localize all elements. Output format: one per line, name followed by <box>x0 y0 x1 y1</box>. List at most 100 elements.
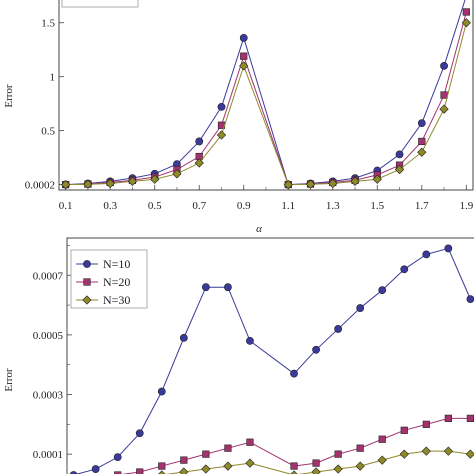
legend-marker <box>83 278 91 286</box>
top-data-point <box>372 174 382 184</box>
bottom-data-point <box>356 304 365 312</box>
top-series-line <box>65 0 466 186</box>
bottom-data-point <box>223 461 233 471</box>
top-x-tick-label: 0.3 <box>103 200 117 212</box>
top-series-2 <box>62 8 470 189</box>
top-data-point <box>350 176 360 186</box>
bottom-data-point <box>224 283 232 292</box>
bottom-data-point <box>444 414 452 422</box>
top-data-point <box>440 91 448 99</box>
top-series-3 <box>61 18 471 190</box>
top-y-tick-label: 1.5 <box>41 18 55 30</box>
bottom-data-point <box>421 446 431 456</box>
top-data-point <box>440 62 448 70</box>
top-data-point <box>216 130 227 140</box>
bottom-data-point <box>355 461 365 471</box>
bottom-data-point <box>290 369 298 378</box>
bottom-data-point <box>135 429 144 438</box>
bottom-data-point <box>69 471 78 474</box>
bottom-data-point <box>378 435 386 443</box>
bottom-data-point <box>422 420 430 428</box>
bottom-data-point <box>136 468 144 474</box>
top-data-point <box>417 119 426 127</box>
bottom-data-point <box>422 250 431 259</box>
top-data-point <box>239 61 249 71</box>
top-x-tick-label: 1.5 <box>370 200 384 212</box>
bottom-data-point <box>114 471 122 474</box>
bottom-series-3 <box>117 446 474 474</box>
top-y-tick-label: 1 <box>50 72 56 84</box>
bottom-y-tick-label: 0.0007 <box>33 270 64 282</box>
bottom-data-point <box>311 467 321 474</box>
bottom-y-tick-label: 0.0005 <box>33 330 64 342</box>
top-data-point <box>239 33 248 42</box>
bottom-data-point <box>443 446 453 456</box>
bottom-y-axis-label: Error <box>3 368 15 392</box>
top-data-point <box>395 150 404 159</box>
top-data-point <box>461 18 471 28</box>
bottom-legend-item: N=20 <box>76 275 130 289</box>
bottom-data-point <box>400 265 409 274</box>
bottom-y-tick-label: 0.0003 <box>33 390 64 402</box>
top-x-axis-label: α <box>256 223 262 235</box>
bottom-data-point <box>245 458 255 468</box>
top-data-point <box>240 52 248 60</box>
bottom-data-point <box>180 456 188 464</box>
top-data-point <box>217 103 226 111</box>
bottom-data-point <box>333 464 343 474</box>
bottom-series-line <box>75 247 471 474</box>
bottom-data-point <box>334 450 342 458</box>
top-data-point <box>394 164 405 175</box>
bottom-legend-item: N=30 <box>76 293 130 307</box>
bottom-data-point <box>158 462 166 470</box>
top-data-point <box>283 179 293 190</box>
top-x-tick-label: 0.1 <box>59 200 73 212</box>
legend-label: N=20 <box>103 275 130 289</box>
top-series-line <box>65 22 467 186</box>
top-x-tick-label: 1.3 <box>326 200 340 212</box>
bottom-series-1 <box>69 244 474 474</box>
top-x-tick-label: 0.9 <box>237 200 251 212</box>
legend-label: N=10 <box>103 257 130 271</box>
top-data-point <box>417 147 427 157</box>
top-x-tick-label: 1.1 <box>281 200 295 212</box>
bottom-series-2 <box>114 414 474 474</box>
top-x-tick-label: 1.9 <box>459 200 473 212</box>
top-series-1 <box>61 0 466 189</box>
bottom-data-point <box>157 387 166 396</box>
top-y-tick-label: 0.0002 <box>25 180 55 192</box>
bottom-data-point <box>465 449 474 459</box>
bottom-data-point <box>246 336 254 345</box>
bottom-series-line <box>121 417 471 474</box>
bottom-plot-frame <box>66 237 474 474</box>
top-data-point <box>61 179 71 190</box>
bottom-data-point <box>400 426 408 434</box>
bottom-data-point <box>179 333 188 342</box>
legend-marker <box>82 295 92 305</box>
bottom-data-point <box>290 462 298 470</box>
top-x-tick-label: 0.7 <box>192 200 206 212</box>
bottom-data-point <box>466 295 474 304</box>
top-plot-frame <box>58 0 474 191</box>
top-data-point <box>172 169 182 179</box>
top-x-tick-label: 1.7 <box>415 200 429 212</box>
top-data-point <box>328 178 338 189</box>
legend-label: N=30 <box>103 293 130 307</box>
bottom-data-point <box>202 450 210 458</box>
bottom-data-point <box>312 459 320 467</box>
bottom-data-point <box>466 414 474 422</box>
bottom-data-point <box>399 449 409 459</box>
top-data-point <box>418 137 426 146</box>
bottom-data-point <box>201 283 210 292</box>
bottom-data-point <box>356 444 364 452</box>
bottom-data-point <box>334 325 343 333</box>
top-data-point <box>83 179 93 189</box>
top-x-tick-label: 0.5 <box>148 200 162 212</box>
bottom-data-point <box>444 244 453 253</box>
top-data-point <box>127 176 138 186</box>
top-data-point <box>195 137 204 146</box>
top-chart: 0.1 0.3 0.5 0.7 0.9 1.1 1.3 1.5 1.7 1.9 0.0002 0.5 1… <box>3 0 474 235</box>
bottom-chart: 0.0001 0.0003 0.0005 0.0007 N=10 N=20 N=30 Er… <box>3 237 474 474</box>
legend-marker <box>83 260 91 268</box>
